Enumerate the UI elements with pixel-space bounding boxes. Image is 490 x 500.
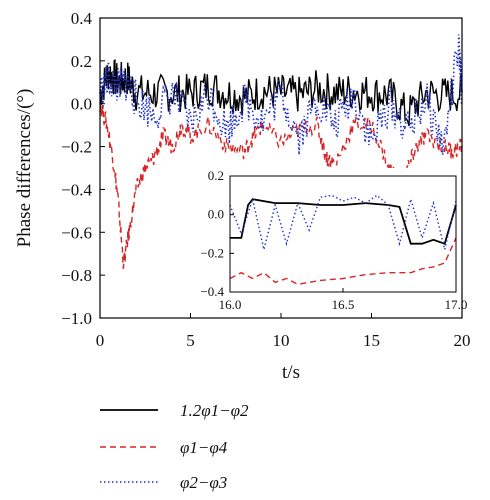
y-tick-label: −0.8 xyxy=(61,266,92,285)
inset-y-tick-label: 0.0 xyxy=(208,207,224,222)
y-tick-label: −0.2 xyxy=(61,138,92,157)
legend-label: φ2−φ3 xyxy=(180,473,227,492)
y-axis-label: Phase differences/(°) xyxy=(14,89,35,248)
inset-y-tick-label: −0.4 xyxy=(200,284,224,299)
inset-series-line-2 xyxy=(229,237,457,286)
x-axis-label: t/s xyxy=(282,362,300,383)
x-tick-label: 20 xyxy=(454,331,471,350)
legend-label: φ1−φ4 xyxy=(180,438,228,457)
inset-x-tick-label: 17.0 xyxy=(445,297,468,312)
y-tick-label: −0.6 xyxy=(61,223,92,242)
x-tick-label: 15 xyxy=(363,331,380,350)
series-line-1 xyxy=(99,58,463,127)
x-tick-label: 0 xyxy=(96,331,105,350)
inset-background xyxy=(190,168,464,324)
y-tick-label: −0.4 xyxy=(61,180,92,199)
x-tick-label: 10 xyxy=(273,331,290,350)
inset-y-tick-label: −0.2 xyxy=(200,245,224,260)
y-tick-label: 0.4 xyxy=(71,9,93,28)
inset-y-tick-label: 0.2 xyxy=(208,168,224,183)
inset-x-tick-label: 16.5 xyxy=(332,297,355,312)
y-tick-label: 0.0 xyxy=(71,95,92,114)
x-tick-label: 5 xyxy=(186,331,195,350)
inset-series-line-1 xyxy=(230,198,457,245)
inset-x-tick-label: 16.0 xyxy=(219,297,242,312)
y-tick-label: −1.0 xyxy=(61,309,92,328)
legend-label: 1.2φ1−φ2 xyxy=(180,401,249,420)
y-tick-label: 0.2 xyxy=(71,52,92,71)
